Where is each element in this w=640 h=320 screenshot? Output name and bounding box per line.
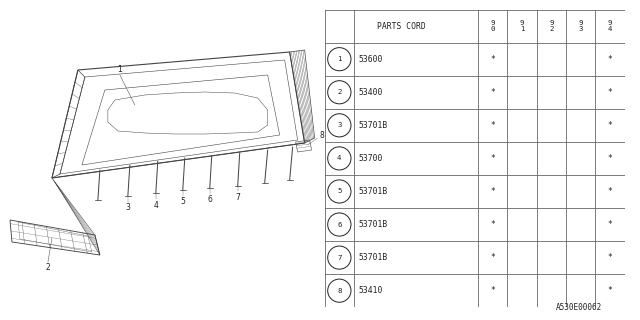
- Text: PARTS CORD: PARTS CORD: [377, 22, 426, 31]
- Text: 2: 2: [337, 89, 342, 95]
- Text: *: *: [607, 187, 612, 196]
- Text: 53701B: 53701B: [358, 220, 387, 229]
- Text: 9
1: 9 1: [520, 20, 524, 32]
- Text: 6: 6: [337, 221, 342, 228]
- Text: *: *: [607, 220, 612, 229]
- Text: 6: 6: [207, 196, 212, 204]
- Text: 53410: 53410: [358, 286, 383, 295]
- Text: 7: 7: [337, 255, 342, 260]
- Text: *: *: [607, 55, 612, 64]
- Text: *: *: [490, 286, 495, 295]
- Text: *: *: [490, 154, 495, 163]
- Text: 4: 4: [154, 201, 158, 210]
- Text: *: *: [607, 154, 612, 163]
- Text: 4: 4: [337, 156, 342, 161]
- Text: 53701B: 53701B: [358, 253, 387, 262]
- Text: 5: 5: [180, 197, 185, 206]
- Text: 8: 8: [319, 131, 324, 140]
- Text: 3: 3: [337, 122, 342, 128]
- Text: 53701B: 53701B: [358, 121, 387, 130]
- Text: 3: 3: [125, 204, 131, 212]
- Text: 53701B: 53701B: [358, 187, 387, 196]
- Text: 9
0: 9 0: [490, 20, 495, 32]
- Text: *: *: [490, 253, 495, 262]
- Text: 9
2: 9 2: [549, 20, 554, 32]
- Text: 53700: 53700: [358, 154, 383, 163]
- Text: 8: 8: [337, 288, 342, 294]
- Text: 5: 5: [337, 188, 342, 195]
- Text: 53400: 53400: [358, 88, 383, 97]
- Text: 2: 2: [45, 263, 51, 273]
- Text: 53600: 53600: [358, 55, 383, 64]
- Text: A530E00062: A530E00062: [556, 303, 602, 312]
- Text: 7: 7: [236, 193, 240, 202]
- Text: *: *: [490, 187, 495, 196]
- Text: *: *: [607, 253, 612, 262]
- Text: *: *: [607, 121, 612, 130]
- Text: *: *: [490, 55, 495, 64]
- Text: 1: 1: [337, 56, 342, 62]
- Text: 9
4: 9 4: [608, 20, 612, 32]
- Text: *: *: [607, 88, 612, 97]
- Text: 1: 1: [118, 66, 122, 75]
- Text: *: *: [490, 121, 495, 130]
- Text: 9
3: 9 3: [579, 20, 583, 32]
- Text: *: *: [490, 88, 495, 97]
- Text: *: *: [607, 286, 612, 295]
- Text: *: *: [490, 220, 495, 229]
